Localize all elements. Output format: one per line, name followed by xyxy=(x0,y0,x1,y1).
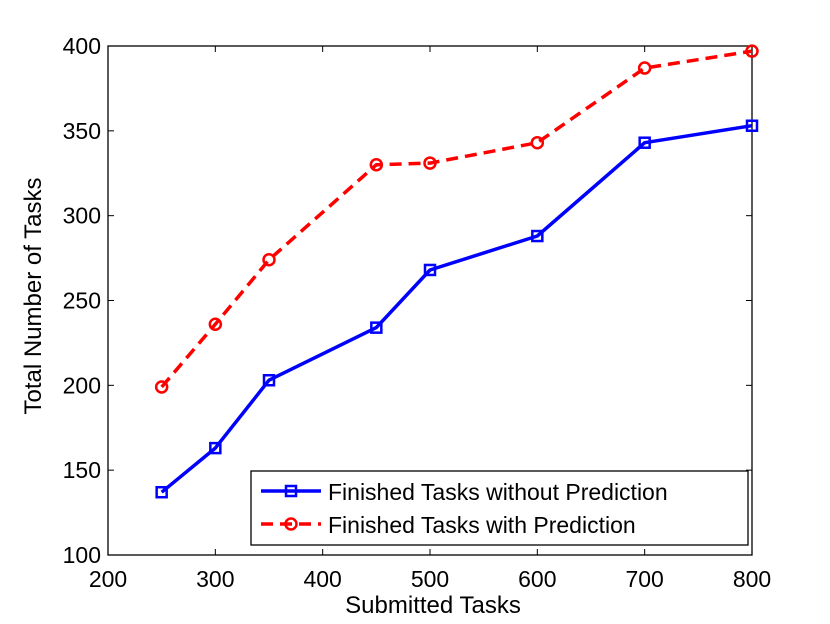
x-tick-label: 600 xyxy=(518,566,556,592)
y-tick-label: 350 xyxy=(63,118,101,144)
data-point-with-prediction xyxy=(423,156,437,170)
data-point-with-prediction xyxy=(369,158,384,172)
y-tick-label: 400 xyxy=(63,33,101,59)
data-point-with-prediction xyxy=(745,44,759,58)
data-point-with-prediction xyxy=(262,253,276,267)
y-tick-label: 100 xyxy=(63,542,101,568)
data-point-with-prediction xyxy=(154,380,169,394)
data-point-with-prediction xyxy=(530,135,545,150)
legend: Finished Tasks without Prediction Finish… xyxy=(250,470,749,546)
series-line-with-prediction xyxy=(160,49,753,389)
plot-area xyxy=(107,45,753,556)
ticks-layer: 200 300 400 500 600 700 800 100 150 200 250 300 350 4… xyxy=(63,33,772,592)
series-with-prediction xyxy=(154,44,759,394)
y-tick-label: 300 xyxy=(63,203,101,229)
legend-entry-with-prediction: Finished Tasks with Prediction xyxy=(261,512,636,538)
legend-label-with-prediction: Finished Tasks with Prediction xyxy=(328,512,636,538)
legend-marker-with-prediction xyxy=(284,517,298,531)
data-point-without-prediction xyxy=(155,485,168,499)
x-axis-label: Submitted Tasks xyxy=(345,592,521,619)
legend-entry-without-prediction: Finished Tasks without Prediction xyxy=(261,479,668,505)
x-tick-label: 500 xyxy=(411,566,449,592)
x-tick-label: 800 xyxy=(733,566,771,592)
data-point-without-prediction xyxy=(531,229,544,243)
data-point-with-prediction xyxy=(208,317,223,332)
legend-marker-without-prediction xyxy=(284,484,298,498)
x-tick-label: 300 xyxy=(196,566,234,592)
data-point-without-prediction xyxy=(638,136,651,149)
y-tick-label: 150 xyxy=(63,457,101,483)
data-point-with-prediction xyxy=(637,61,652,75)
data-point-without-prediction xyxy=(209,441,222,455)
y-tick-label: 250 xyxy=(63,288,101,314)
y-tick-label: 200 xyxy=(63,372,101,398)
legend-label-without-prediction: Finished Tasks without Prediction xyxy=(328,479,668,505)
data-point-without-prediction xyxy=(745,119,759,132)
legend-box xyxy=(250,470,749,546)
x-tick-label: 200 xyxy=(89,566,127,592)
data-point-without-prediction xyxy=(262,373,276,387)
y-axis-label: Total Number of Tasks xyxy=(20,178,47,415)
data-point-without-prediction xyxy=(423,263,437,277)
data-point-without-prediction xyxy=(370,321,383,334)
x-tick-label: 400 xyxy=(303,566,341,592)
series-layer xyxy=(154,44,759,499)
series-without-prediction xyxy=(155,119,759,499)
x-tick-label: 700 xyxy=(625,566,663,592)
series-line-without-prediction xyxy=(160,123,753,494)
